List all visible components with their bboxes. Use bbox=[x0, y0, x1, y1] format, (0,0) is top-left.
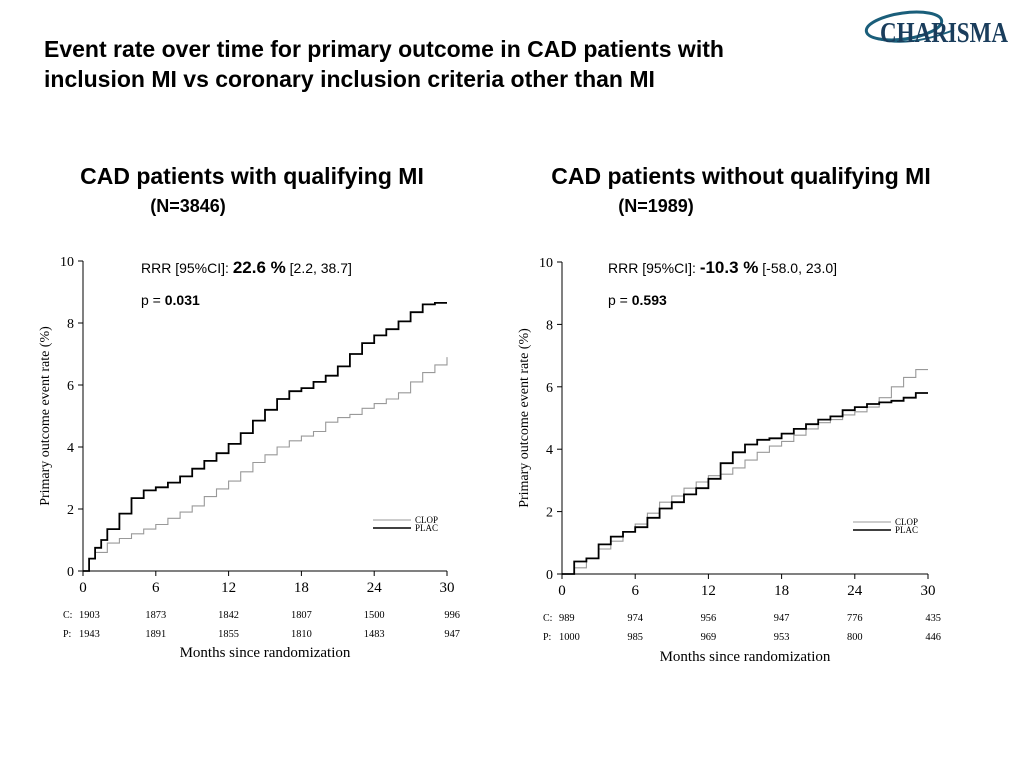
left-rrr-ci: [2.2, 38.7] bbox=[285, 260, 352, 276]
left-at-risk-value: 1891 bbox=[145, 629, 166, 640]
right-at-risk-value: 435 bbox=[925, 613, 941, 624]
left-x-axis-label: Months since randomization bbox=[180, 645, 351, 661]
right-at-risk-value: 974 bbox=[627, 613, 643, 624]
slide-title: Event rate over time for primary outcome… bbox=[44, 34, 904, 94]
right-at-risk-value: 947 bbox=[774, 613, 790, 624]
left-at-risk-value: 1903 bbox=[79, 610, 100, 621]
left-pvalue: p = 0.031 bbox=[141, 292, 200, 308]
right-y-axis-label: Primary outcome event rate (%) bbox=[517, 328, 532, 508]
right-y-tick-label: 10 bbox=[539, 256, 553, 271]
left-at-risk-value: 1483 bbox=[364, 629, 385, 640]
left-x-tick-label: 24 bbox=[367, 580, 383, 596]
right-at-risk-value: 989 bbox=[559, 613, 575, 624]
charisma-logo: CHARISMA bbox=[864, 10, 1009, 49]
right-y-tick-label: 0 bbox=[546, 568, 553, 583]
panel-left-title: CAD patients with qualifying MI bbox=[80, 163, 424, 189]
right-at-risk-value: 969 bbox=[701, 632, 717, 643]
right-x-tick-label: 12 bbox=[701, 583, 716, 599]
left-rrr-label: RRR [95%CI]: bbox=[141, 260, 233, 276]
right-x-tick-label: 6 bbox=[631, 583, 639, 599]
left-p-label: p = bbox=[141, 292, 165, 308]
left-rrr: RRR [95%CI]: 22.6 % [2.2, 38.7] bbox=[141, 258, 352, 278]
left-series-clop bbox=[83, 357, 448, 572]
left-at-risk-value: 996 bbox=[444, 610, 460, 621]
right-series-plac bbox=[562, 392, 928, 575]
right-at-risk-value: 776 bbox=[847, 613, 863, 624]
right-rrr-value: -10.3 % bbox=[699, 258, 759, 277]
left-y-tick-label: 8 bbox=[67, 317, 74, 332]
left-p-value: 0.031 bbox=[164, 292, 200, 308]
left-at-risk-value: 1500 bbox=[364, 610, 385, 621]
right-y-tick-label: 4 bbox=[546, 443, 553, 458]
right-y-tick-label: 8 bbox=[546, 318, 553, 333]
panel-right-title: CAD patients without qualifying MI bbox=[551, 163, 931, 189]
left-legend-label-clop: CLOP bbox=[415, 515, 438, 525]
right-x-tick-label: 30 bbox=[921, 583, 936, 599]
right-y-tick-label: 6 bbox=[546, 381, 553, 396]
right-p-label: p = bbox=[608, 292, 632, 308]
right-at-risk-value: 956 bbox=[701, 613, 717, 624]
left-y-axis-label: Primary outcome event rate (%) bbox=[38, 326, 53, 506]
left-y-tick-label: 6 bbox=[67, 379, 74, 394]
panel-left-n: (N=3846) bbox=[150, 196, 226, 216]
right-at-risk-value: 1000 bbox=[559, 632, 580, 643]
right-x-tick-label: 18 bbox=[774, 583, 789, 599]
right-p-value: 0.593 bbox=[631, 292, 667, 308]
right-rrr-label: RRR [95%CI]: bbox=[608, 260, 700, 276]
right-series-clop bbox=[562, 369, 928, 575]
right-at-risk-value: 985 bbox=[627, 632, 643, 643]
right-at-risk-label: P: bbox=[543, 632, 551, 643]
left-at-risk-label: C: bbox=[63, 610, 72, 621]
left-x-tick-label: 30 bbox=[440, 580, 455, 596]
left-series-plac bbox=[83, 302, 447, 572]
left-at-risk-value: 1810 bbox=[291, 629, 312, 640]
left-y-tick-label: 4 bbox=[67, 441, 74, 456]
right-rrr: RRR [95%CI]: -10.3 % [-58.0, 23.0] bbox=[608, 258, 837, 278]
right-rrr-ci: [-58.0, 23.0] bbox=[758, 260, 838, 276]
slide-title-line-2: inclusion MI vs coronary inclusion crite… bbox=[44, 66, 655, 92]
left-at-risk-label: P: bbox=[63, 629, 71, 640]
slide-title-line-1: Event rate over time for primary outcome… bbox=[44, 36, 724, 62]
left-y-tick-label: 2 bbox=[67, 503, 74, 518]
right-pvalue: p = 0.593 bbox=[608, 292, 667, 308]
left-y-tick-label: 0 bbox=[67, 565, 74, 580]
left-legend-label-plac: PLAC bbox=[415, 523, 438, 533]
left-x-tick-label: 0 bbox=[79, 580, 87, 596]
right-y-tick-label: 2 bbox=[546, 506, 553, 521]
left-at-risk-value: 1943 bbox=[79, 629, 100, 640]
right-at-risk-label: C: bbox=[543, 613, 552, 624]
left-x-tick-label: 12 bbox=[221, 580, 236, 596]
right-at-risk-value: 446 bbox=[925, 632, 941, 643]
right-at-risk-value: 800 bbox=[847, 632, 863, 643]
panel-right-n: (N=1989) bbox=[618, 196, 694, 216]
right-legend-label-clop: CLOP bbox=[895, 517, 918, 527]
left-at-risk-value: 1855 bbox=[218, 629, 239, 640]
left-x-tick-label: 18 bbox=[294, 580, 309, 596]
left-x-tick-label: 6 bbox=[152, 580, 160, 596]
left-at-risk-value: 1873 bbox=[145, 610, 166, 621]
right-legend-label-plac: PLAC bbox=[895, 525, 918, 535]
left-at-risk-value: 947 bbox=[444, 629, 460, 640]
logo-wordmark: CHARISMA bbox=[880, 18, 1009, 49]
right-x-axis-label: Months since randomization bbox=[660, 649, 831, 665]
left-y-tick-label: 10 bbox=[60, 255, 74, 270]
left-rrr-value: 22.6 % bbox=[232, 258, 286, 277]
left-at-risk-value: 1807 bbox=[291, 610, 312, 621]
right-x-tick-label: 0 bbox=[558, 583, 566, 599]
right-at-risk-value: 953 bbox=[774, 632, 790, 643]
left-at-risk-value: 1842 bbox=[218, 610, 239, 621]
right-x-tick-label: 24 bbox=[847, 583, 863, 599]
